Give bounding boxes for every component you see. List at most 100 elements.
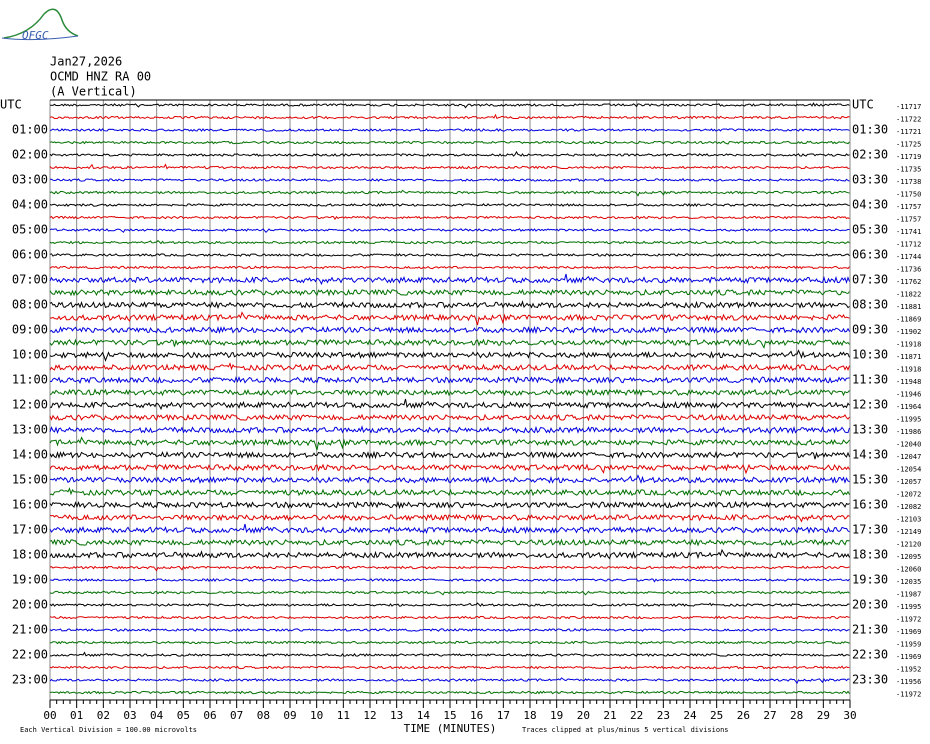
x-tick-label: 19 [550, 709, 563, 722]
trace-offset: -11952 [896, 666, 921, 674]
x-tick-label: 04 [150, 709, 164, 722]
right-time-label: 06:30 [852, 248, 888, 262]
trace [49, 565, 850, 572]
trace [49, 474, 850, 485]
x-tick-label: 00 [43, 709, 56, 722]
trace-offset: -11735 [896, 166, 921, 174]
trace [49, 436, 850, 451]
trace-offset: -12095 [896, 553, 921, 561]
right-time-label: 04:30 [852, 198, 888, 212]
right-time-label: 09:30 [852, 323, 888, 337]
right-time-label: 14:30 [852, 448, 888, 462]
trace [49, 300, 850, 310]
right-time-label: 10:30 [852, 348, 888, 362]
x-tick-label: 08 [257, 709, 270, 722]
trace-offset: -11757 [896, 216, 921, 224]
trace [49, 349, 850, 362]
right-time-label: UTC [852, 98, 874, 112]
trace [49, 215, 850, 221]
trace-offset: -11712 [896, 241, 921, 249]
right-time-label: 13:30 [852, 423, 888, 437]
x-tick-label: 10 [310, 709, 323, 722]
trace-offset: -11972 [896, 616, 921, 624]
trace [49, 677, 850, 685]
left-time-label: 17:00 [12, 523, 48, 537]
right-time-label: 03:30 [852, 173, 888, 187]
x-tick-label: 17 [497, 709, 510, 722]
left-time-label: 14:00 [12, 448, 48, 462]
trace-offset: -12120 [896, 541, 921, 549]
trace-offset: -11871 [896, 353, 921, 361]
x-tick-label: 02 [97, 709, 110, 722]
trace [49, 375, 850, 385]
station: OCMD HNZ RA 00 [50, 70, 151, 84]
x-tick-label: 20 [577, 709, 590, 722]
trace [49, 113, 850, 120]
left-time-label: 09:00 [12, 323, 48, 337]
right-time-label: 23:30 [852, 673, 888, 687]
x-tick-label: 09 [283, 709, 296, 722]
trace [49, 398, 850, 411]
x-tick-label: 18 [523, 709, 536, 722]
x-tick-label: 21 [603, 709, 616, 722]
trace [49, 628, 850, 632]
trace-offset: -11762 [896, 278, 921, 286]
trace [49, 239, 850, 245]
trace [49, 228, 850, 234]
left-time-label: 22:00 [12, 648, 48, 662]
left-time-label: 15:00 [12, 473, 48, 487]
trace [49, 338, 850, 349]
left-time-label: 13:00 [12, 423, 48, 437]
x-tick-label: 12 [363, 709, 376, 722]
trace-offset: -11959 [896, 641, 921, 649]
clip-note: Traces clipped at plus/minus 5 vertical … [522, 726, 729, 734]
trace-offset: -11869 [896, 316, 921, 324]
right-time-label: 05:30 [852, 223, 888, 237]
left-time-label: 21:00 [12, 623, 48, 637]
right-time-label: 01:30 [852, 123, 888, 137]
logo-curve [3, 8, 79, 39]
right-time-label: 22:30 [852, 648, 888, 662]
trace [49, 602, 850, 607]
trace [49, 189, 850, 197]
trace-offset: -11948 [896, 378, 921, 386]
left-time-label: 18:00 [12, 548, 48, 562]
trace [49, 463, 850, 475]
logo-line [1, 35, 79, 41]
trace [49, 487, 850, 497]
trace [49, 253, 850, 257]
trace-offset: -11719 [896, 153, 921, 161]
x-tick-label: 22 [630, 709, 643, 722]
trace-offset: -11987 [896, 591, 921, 599]
right-time-label: 02:30 [852, 148, 888, 162]
right-time-label: 17:30 [852, 523, 888, 537]
trace [49, 413, 850, 422]
trace-offset: -12054 [896, 466, 921, 474]
trace [49, 163, 850, 170]
left-time-label: 07:00 [12, 273, 48, 287]
trace-offset: -11918 [896, 366, 921, 374]
x-tick-label: 25 [710, 709, 723, 722]
trace [49, 362, 850, 372]
trace-offset: -12035 [896, 578, 921, 586]
trace-offset: -11736 [896, 266, 921, 274]
left-time-label: 06:00 [12, 248, 48, 262]
right-time-label: 18:30 [852, 548, 888, 562]
right-time-label: 08:30 [852, 298, 888, 312]
x-tick-label: 05 [177, 709, 190, 722]
left-time-label: 02:00 [12, 148, 48, 162]
trace [49, 265, 850, 270]
trace-offset: -12082 [896, 503, 921, 511]
trace-offset: -11725 [896, 141, 921, 149]
x-tick-label: 14 [417, 709, 431, 722]
trace-offset: -11741 [896, 228, 921, 236]
trace-offset: -11918 [896, 341, 921, 349]
component: (A Vertical) [50, 85, 137, 99]
x-tick-label: 23 [657, 709, 670, 722]
trace-offset: -11972 [896, 691, 921, 699]
right-time-label: 07:30 [852, 273, 888, 287]
left-time-label: 10:00 [12, 348, 48, 362]
x-tick-label: 27 [763, 709, 776, 722]
trace [49, 665, 850, 670]
